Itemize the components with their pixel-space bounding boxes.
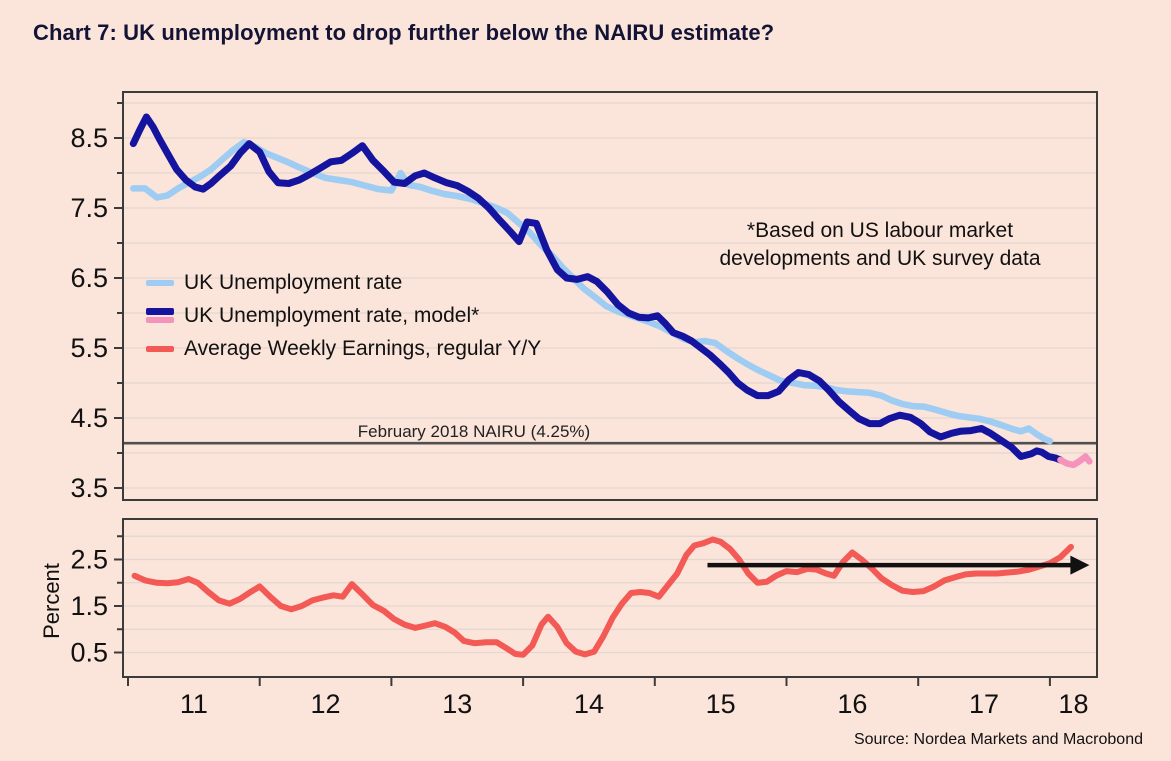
x-tick-label: 13	[442, 689, 472, 719]
y-tick-label: 2.5	[70, 545, 108, 575]
unemployment-panel: 3.5 4.5 5.5 6.5 7.5 8.5	[70, 91, 1098, 503]
earnings-panel: 0.5 1.5 2.5	[70, 518, 1098, 678]
y-tick-label: 7.5	[70, 193, 108, 223]
y-tick-label: 3.5	[70, 473, 108, 503]
footnote-annotation: *Based on US labour market developments …	[650, 217, 1110, 273]
legend-swatch-line-icon	[146, 308, 174, 323]
y-tick-label: 5.5	[70, 333, 108, 363]
nairu-reference-label: February 2018 NAIRU (4.25%)	[357, 422, 591, 441]
earnings-panel-border	[122, 518, 1098, 678]
legend-swatch-line-icon	[146, 279, 174, 286]
legend-label: UK Unemployment rate, model*	[184, 303, 480, 327]
y-tick-label: 4.5	[70, 403, 108, 433]
y-axis-label-percent: Percent	[39, 563, 64, 639]
series-uk-unemployment-rate-model-	[129, 113, 1064, 464]
legend-row: UK Unemployment rate	[146, 266, 541, 299]
series-average-weekly-earnings-regular-y-y	[131, 536, 1074, 658]
x-tick-label: 11	[180, 689, 208, 719]
source-credit: Source: Nordea Markets and Macrobond	[853, 731, 1143, 748]
series-uk-unemployment-rate-model-forecast	[1057, 453, 1093, 469]
y-tick-label: 6.5	[70, 263, 108, 293]
legend-row: Average Weekly Earnings, regular Y/Y	[146, 332, 541, 365]
trend-arrow-head-icon	[1070, 555, 1090, 575]
unemployment-panel-border	[122, 91, 1098, 501]
x-tick-label: 15	[706, 689, 736, 719]
y-tick-label: 1.5	[70, 591, 108, 621]
y-tick-label: 0.5	[70, 638, 108, 668]
x-tick-label: 18	[1058, 689, 1088, 719]
legend-label: Average Weekly Earnings, regular Y/Y	[184, 336, 542, 360]
footnote-line-2: developments and UK survey data	[719, 247, 1041, 270]
x-tick-label: 14	[574, 689, 604, 719]
chart-title: Chart 7: UK unemployment to drop further…	[33, 20, 775, 45]
x-tick-label: 16	[837, 689, 867, 719]
x-tick-label: 17	[969, 689, 999, 719]
chart-legend: UK Unemployment rate UK Unemployment rat…	[146, 266, 541, 365]
x-axis: 11 12 13 14 15 16 17 18	[127, 677, 1088, 719]
series-uk-unemployment-rate	[130, 138, 1054, 445]
footnote-line-1: *Based on US labour market	[746, 219, 1014, 242]
y-tick-label: 8.5	[70, 123, 108, 153]
legend-swatch-line-icon	[146, 345, 174, 352]
x-tick-label: 12	[311, 689, 341, 719]
legend-label: UK Unemployment rate	[184, 270, 403, 294]
legend-row: UK Unemployment rate, model*	[146, 299, 541, 332]
